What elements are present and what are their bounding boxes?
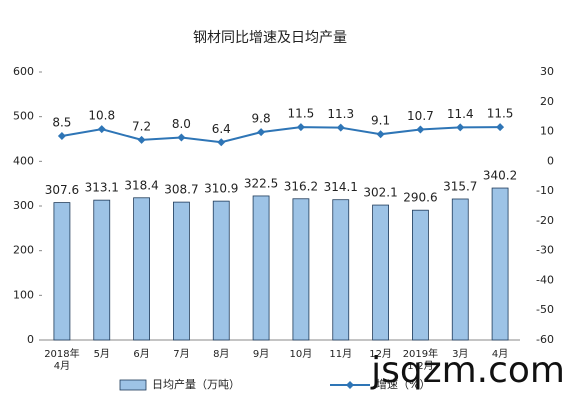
line-value-label: 10.7 — [407, 109, 434, 123]
bar — [173, 201, 190, 341]
bar — [93, 199, 111, 341]
line-marker — [296, 123, 305, 132]
y-tick-label: 0 — [27, 333, 34, 346]
line-value-label: 11.5 — [288, 107, 315, 121]
bar-value-label: 307.6 — [45, 183, 79, 197]
x-tick-label: 6月 — [133, 348, 149, 360]
chart-title: 钢材同比增速及日均产量 — [193, 30, 347, 46]
line-marker — [137, 135, 146, 144]
y2-tick-label: 20 — [540, 95, 554, 108]
bar — [372, 204, 389, 341]
x-tick-label: 10月 — [290, 348, 313, 360]
x-tick-label: 2019年 1-2月 — [403, 347, 438, 372]
bar-value-label: 315.7 — [443, 179, 477, 193]
y2-tick-label: -10 — [536, 184, 554, 197]
x-tick-label: 4月 — [492, 348, 508, 360]
bar — [53, 202, 71, 341]
line-value-label: 7.2 — [132, 119, 151, 133]
bar-value-label: 313.1 — [85, 181, 119, 195]
line-marker — [57, 132, 66, 141]
y2-tick-label: -20 — [536, 214, 554, 227]
y-tick-label: 400 — [13, 154, 34, 167]
line-marker — [496, 123, 505, 132]
bar — [133, 197, 150, 341]
bar — [252, 195, 270, 341]
x-tick-label: 5月 — [94, 348, 110, 360]
y2-tick-label: -60 — [536, 333, 554, 346]
x-tick-label: 8月 — [213, 348, 229, 360]
line-value-label: 10.8 — [88, 109, 115, 123]
watermark: jsqzm.com — [370, 350, 565, 391]
line-marker — [416, 125, 425, 134]
line-value-label: 11.5 — [487, 107, 514, 121]
y2-tick-label: -40 — [536, 273, 554, 286]
line-value-label: 9.8 — [252, 112, 271, 126]
line-marker — [456, 123, 465, 132]
y2-tick-label: 10 — [540, 125, 554, 138]
x-tick-label: 7月 — [173, 348, 189, 360]
legend-swatch — [346, 381, 354, 389]
line-marker — [336, 123, 345, 132]
legend-swatch — [119, 379, 147, 391]
bar-value-label: 302.1 — [363, 186, 397, 200]
bar — [491, 187, 509, 341]
bar — [332, 199, 350, 341]
bar-value-label: 314.1 — [324, 180, 358, 194]
bar-value-label: 318.4 — [124, 178, 158, 192]
y-tick-label: 200 — [13, 244, 34, 257]
y-tick-label: 300 — [13, 199, 34, 212]
legend-label: 日均产量（万吨） — [152, 377, 240, 391]
bar-value-label: 290.6 — [403, 191, 437, 205]
x-tick-label: 2018年 4月 — [44, 347, 79, 372]
line-value-label: 8.0 — [172, 117, 191, 131]
line-marker — [97, 125, 106, 134]
bar-value-label: 340.2 — [483, 169, 517, 183]
bar — [451, 198, 469, 341]
line-marker — [217, 138, 226, 147]
y2-tick-label: -50 — [536, 303, 554, 316]
bar-value-label: 316.2 — [284, 179, 318, 193]
legend-label: 增速（%） — [376, 377, 430, 391]
x-tick-label: 9月 — [253, 348, 269, 360]
line-value-label: 11.3 — [327, 107, 354, 121]
y-tick-label: 500 — [13, 110, 34, 123]
line-marker — [376, 130, 385, 139]
y-tick-label: 100 — [13, 288, 34, 301]
line-value-label: 8.5 — [52, 116, 71, 130]
bar — [292, 198, 310, 341]
x-tick-label: 11月 — [329, 348, 352, 360]
y2-tick-label: -30 — [536, 244, 554, 257]
y2-tick-label: 30 — [540, 65, 554, 78]
bar — [412, 209, 429, 341]
y-tick-label: 600 — [13, 65, 34, 78]
y2-tick-label: 0 — [547, 154, 554, 167]
bar-value-label: 308.7 — [164, 183, 198, 197]
bar — [212, 200, 230, 341]
line — [61, 126, 501, 144]
line-marker — [177, 133, 186, 142]
line-value-label: 11.4 — [447, 107, 474, 121]
line-marker — [257, 128, 266, 137]
bar-value-label: 322.5 — [244, 176, 278, 190]
x-tick-label: 3月 — [452, 348, 468, 360]
line-value-label: 6.4 — [212, 122, 231, 136]
bar-value-label: 310.9 — [204, 182, 238, 196]
line-value-label: 9.1 — [371, 114, 390, 128]
x-tick-label: 12月 — [369, 348, 392, 360]
